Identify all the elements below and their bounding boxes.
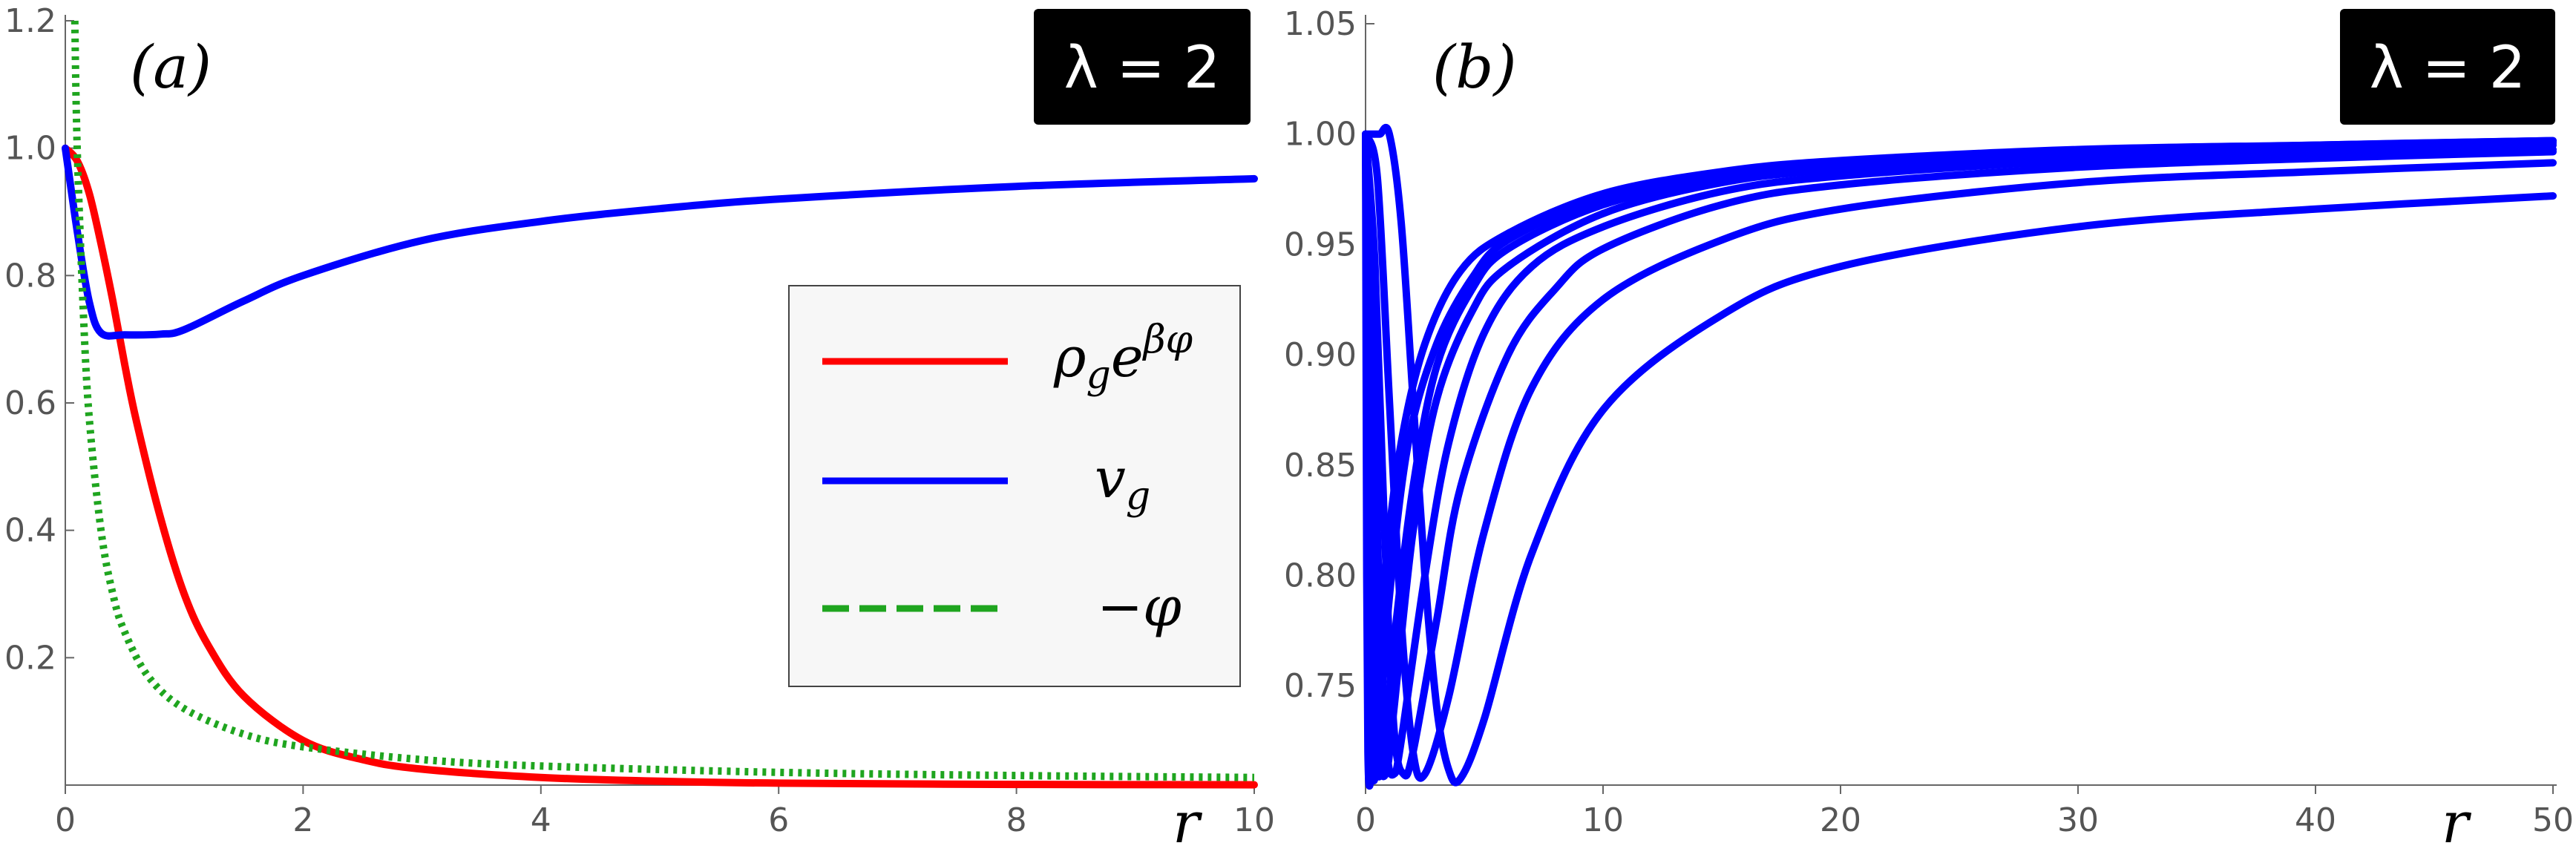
y-tick-label: 0.6	[4, 384, 56, 422]
panel-a-lambda-text: λ = 2	[1064, 35, 1221, 102]
x-tick-label: 2	[292, 801, 313, 839]
y-tick-label: 1.0	[4, 130, 56, 168]
panel-a-label: (a)	[130, 33, 212, 102]
panel-b-lambda-text: λ = 2	[2370, 35, 2526, 102]
series-line-1	[62, 144, 1258, 340]
panel-b-lambda-badge: λ = 2	[2340, 9, 2555, 125]
series-line-0	[1362, 123, 2557, 787]
x-tick-label: 40	[2295, 801, 2336, 839]
y-tick-label: 0.4	[4, 512, 56, 550]
x-tick-label: 30	[2057, 801, 2099, 839]
panel-a: 0 2 4 6 8 10 0.2 0.4 0.6 0.8 1.0 1.2 (a) r λ = 2 ρg…	[4, 2, 1275, 856]
panel-a-lambda-badge: λ = 2	[1034, 9, 1251, 125]
series-line-5	[1362, 130, 2557, 781]
y-tick-label: 0.85	[1284, 447, 1357, 485]
x-tick-label: 0	[1355, 801, 1376, 839]
x-tick-label: 10	[1233, 801, 1275, 839]
y-tick-label: 0.90	[1284, 336, 1357, 374]
x-tick-label: 10	[1582, 801, 1624, 839]
x-tick-label: 50	[2532, 801, 2574, 839]
panel-b-label: (b)	[1432, 33, 1517, 102]
x-tick-label: 8	[1006, 801, 1027, 839]
y-tick-label: 1.00	[1284, 116, 1357, 154]
panel-b-ticks: 0 10 20 30 40 50 0.75 0.80 0.85 0.90 0.95 1.00 1.05	[1284, 5, 2574, 839]
legend-label-rho: ρgeβφ	[1053, 318, 1193, 398]
y-tick-label: 0.2	[4, 639, 56, 677]
y-tick-label: 1.2	[4, 2, 56, 40]
y-tick-label: 0.80	[1284, 557, 1357, 594]
panel-a-ticks: 0 2 4 6 8 10 0.2 0.4 0.6 0.8 1.0 1.2	[4, 2, 1275, 839]
y-tick-label: 0.95	[1284, 226, 1357, 263]
series-line-7	[1362, 130, 2557, 790]
x-tick-label: 20	[1820, 801, 1861, 839]
panel-b: 0 10 20 30 40 500.750.800.850.900.951.001.05 …	[1284, 5, 2574, 856]
panel-a-x-label: r	[1173, 790, 1203, 856]
y-tick-label: 1.05	[1284, 5, 1357, 43]
x-tick-label: 6	[768, 801, 789, 839]
panel-a-legend: ρgeβφ vg −φ	[788, 285, 1241, 687]
panel-b-x-label: r	[2442, 790, 2472, 856]
x-tick-label: 0	[55, 801, 76, 839]
series-line-0	[62, 144, 1258, 789]
x-tick-label: 4	[531, 801, 551, 839]
legend-label-phi: −φ	[1097, 575, 1182, 639]
panel-a-series	[62, 20, 1258, 789]
series-line-2	[71, 20, 1255, 781]
y-tick-label: 0.8	[4, 257, 56, 295]
y-tick-label: 0.75	[1284, 667, 1357, 705]
panel-b-series	[1362, 123, 2557, 790]
